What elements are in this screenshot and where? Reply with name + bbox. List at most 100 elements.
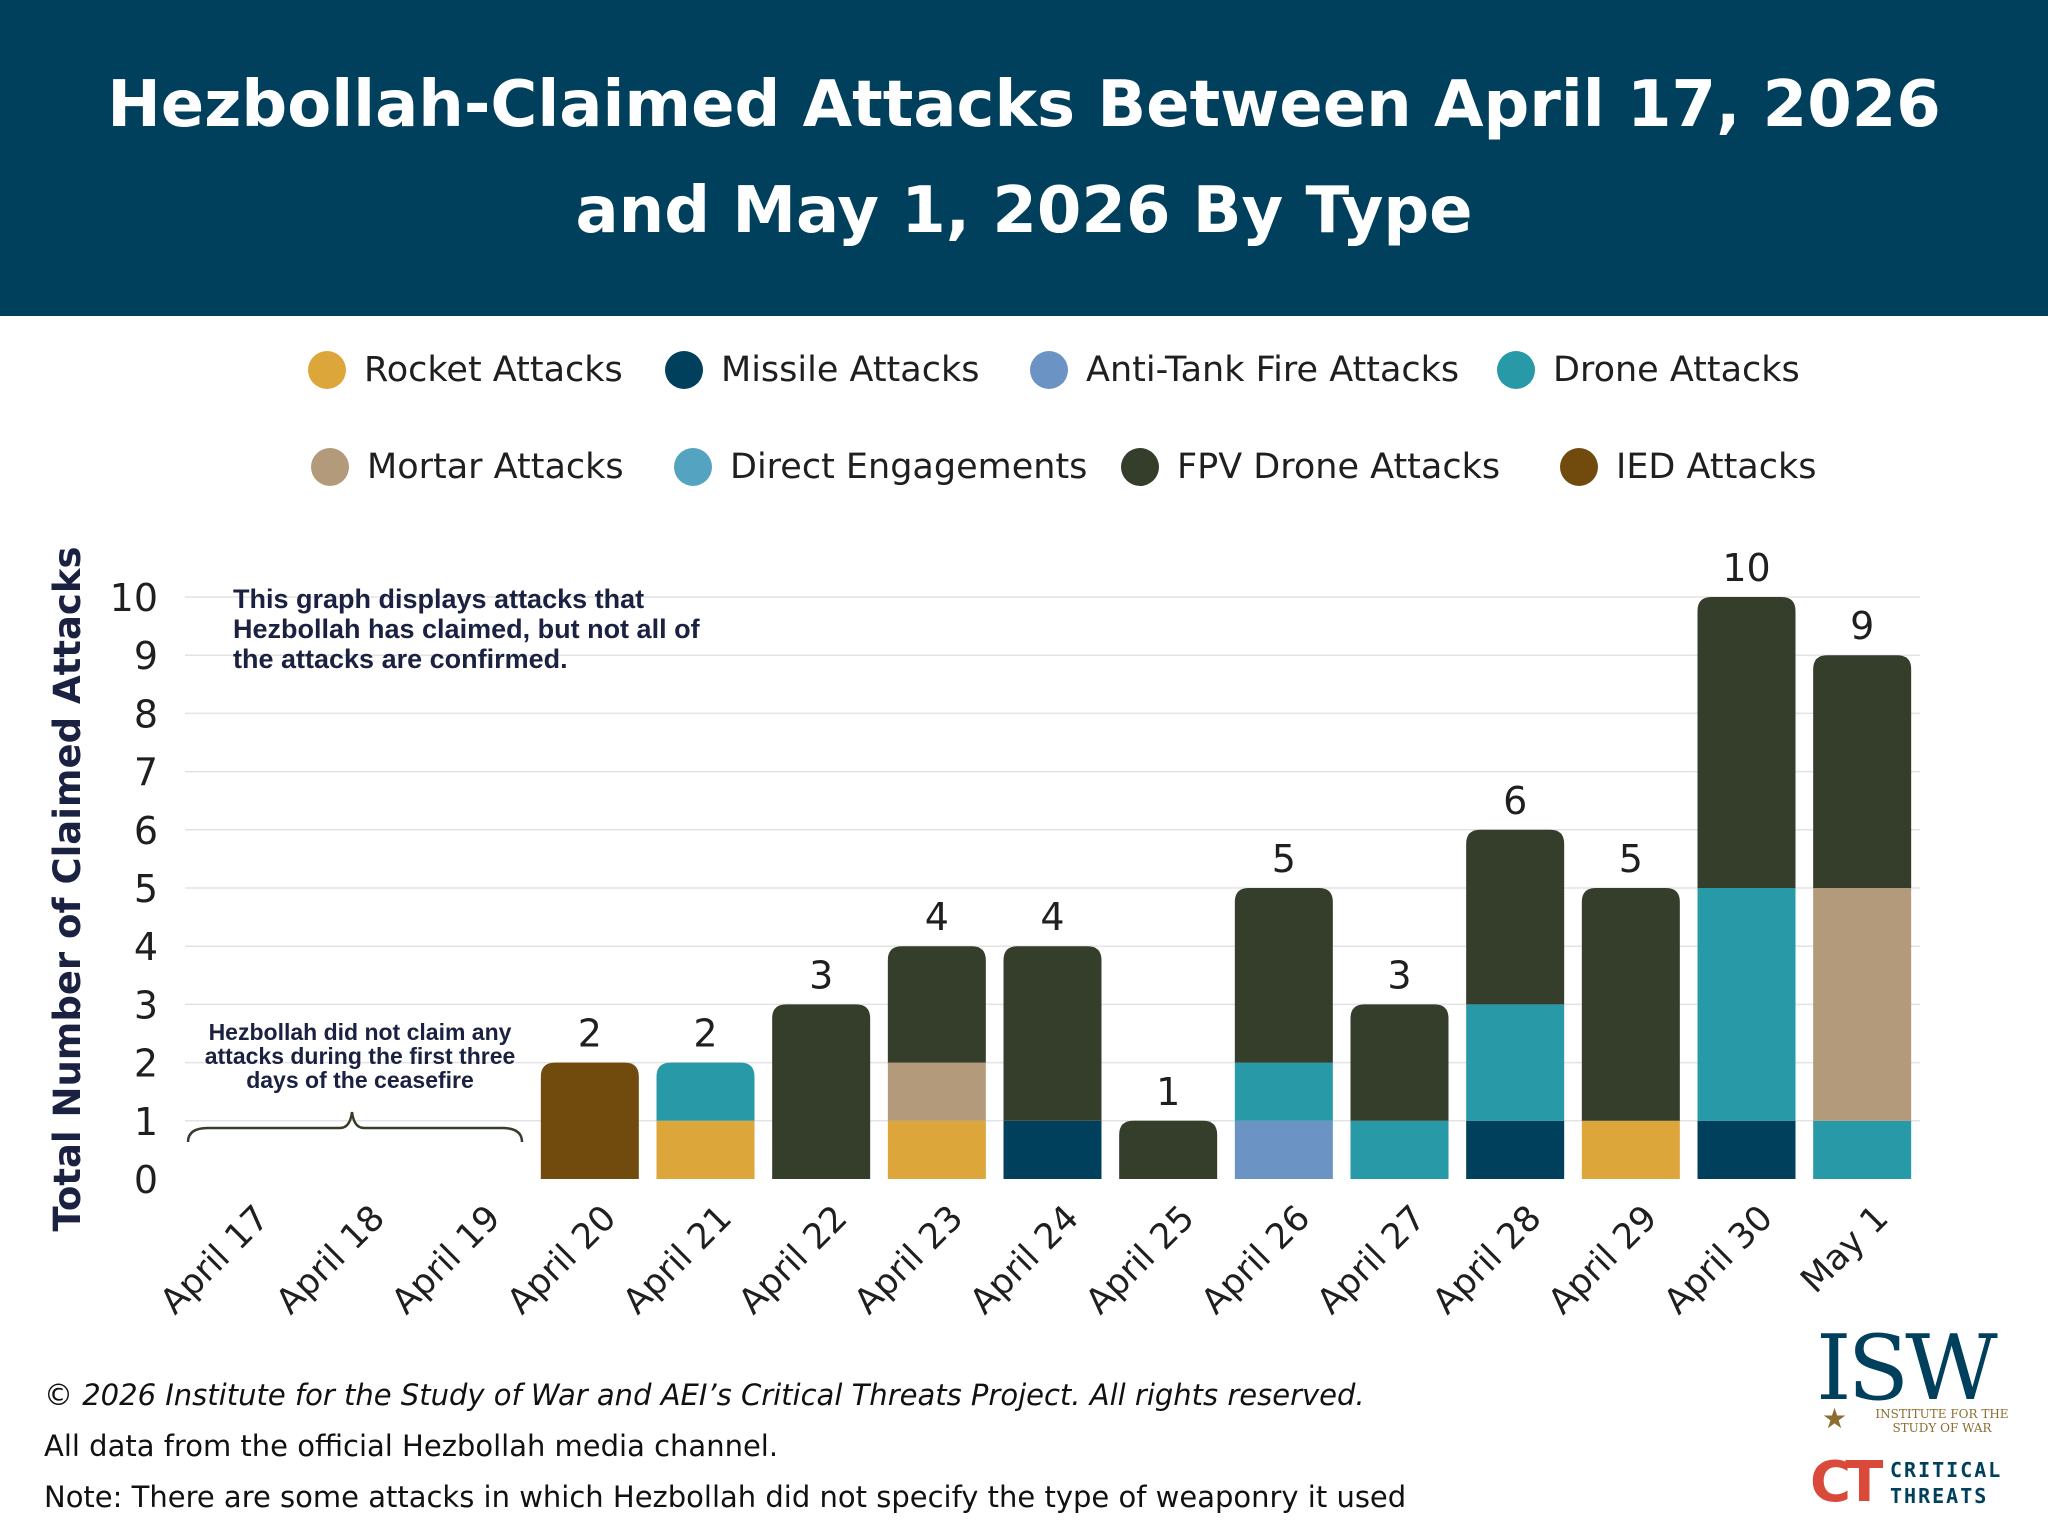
legend-item: Direct Engagements xyxy=(674,447,1087,487)
bar-segment xyxy=(1234,888,1333,1063)
bar-segment xyxy=(1581,888,1680,1121)
annotation-ceasefire: Hezbollah did not claim any attacks durin… xyxy=(205,1019,516,1093)
bar-total-label: 2 xyxy=(693,1012,717,1056)
bar-segment xyxy=(1581,1120,1680,1179)
bar-segment xyxy=(1119,1120,1218,1179)
brace-icon xyxy=(186,1111,524,1143)
bar-segment xyxy=(1466,829,1565,1005)
x-tick-label: April 17 xyxy=(153,1198,277,1322)
legend-swatch xyxy=(1497,351,1535,389)
legend-label: Drone Attacks xyxy=(1553,350,1800,390)
y-tick-label: 2 xyxy=(134,1042,158,1086)
y-axis-title: Total Number of Claimed Attacks xyxy=(46,547,89,1232)
logos: ISW ★ INSTITUTE FOR THE STUDY OF WAR CT … xyxy=(1810,1319,2025,1525)
legend-item: IED Attacks xyxy=(1560,447,1816,487)
x-tick-label: April 23 xyxy=(847,1198,971,1322)
bar-segment xyxy=(1234,1062,1333,1121)
bar-segment xyxy=(1234,1120,1333,1179)
x-tick-label: April 22 xyxy=(731,1198,855,1322)
y-tick-label: 3 xyxy=(134,983,158,1027)
isw-logo-letters: ISW xyxy=(1816,1316,1998,1421)
legend-swatch xyxy=(308,351,346,389)
legend-label: FPV Drone Attacks xyxy=(1177,447,1501,487)
legend-swatch xyxy=(311,448,349,486)
y-tick-label: 9 xyxy=(134,634,158,678)
isw-logo: ISW ★ INSTITUTE FOR THE STUDY OF WAR xyxy=(1810,1319,2025,1440)
bar-segment xyxy=(1697,597,1796,888)
bar-segment xyxy=(1350,1120,1449,1179)
bar-segment xyxy=(1813,888,1912,1121)
bar-segment xyxy=(1697,888,1796,1121)
x-tick-label: April 21 xyxy=(616,1198,740,1322)
x-tick-label: April 30 xyxy=(1657,1198,1781,1322)
legend-item: Rocket Attacks xyxy=(308,350,623,390)
chart: 0 1 2 3 4 5 6 7 8 9 10 Total Number of Claimed Atta… xyxy=(46,546,1920,1322)
ct-logo-text: CRITICAL THREATS xyxy=(1890,1458,2003,1508)
y-tick-label: 7 xyxy=(134,751,158,795)
legend-item: Missile Attacks xyxy=(665,350,979,390)
bar-segment xyxy=(1813,655,1912,888)
bar-segment xyxy=(887,946,986,1063)
bar-total-label: 3 xyxy=(1387,953,1411,997)
bar-segment xyxy=(772,1004,871,1179)
x-tick-label: April 29 xyxy=(1541,1198,1665,1322)
y-tick-label: 1 xyxy=(134,1100,158,1144)
x-tick-label: April 25 xyxy=(1078,1198,1202,1322)
bar-segment xyxy=(1350,1004,1449,1121)
x-tick-label: April 28 xyxy=(1425,1198,1549,1322)
annotation-note: This graph displays attacks that Hezbolla… xyxy=(233,584,701,674)
ct-logo-mark: CT xyxy=(1810,1450,1883,1515)
legend-label: Direct Engagements xyxy=(730,447,1088,487)
legend-item: Drone Attacks xyxy=(1497,350,1800,390)
x-tick-label: April 20 xyxy=(500,1198,624,1322)
bar-total-label: 9 xyxy=(1850,604,1874,648)
isw-logo-subtitle: INSTITUTE FOR THE STUDY OF WAR xyxy=(1875,1407,2009,1435)
y-tick-label: 4 xyxy=(134,925,158,969)
bar-segment xyxy=(656,1062,755,1121)
legend-swatch xyxy=(674,448,712,486)
footer: © 2026 Institute for the Study of War an… xyxy=(44,1370,1764,1523)
x-tick-label: April 24 xyxy=(963,1198,1087,1322)
legend-label: Anti-Tank Fire Attacks xyxy=(1086,350,1460,390)
chart-title: Hezbollah-Claimed Attacks Between April … xyxy=(107,68,1941,248)
header-banner: Hezbollah-Claimed Attacks Between April … xyxy=(0,0,2048,316)
bar-total-label: 1 xyxy=(1156,1070,1180,1114)
critical-threats-logo: CT CRITICAL THREATS xyxy=(1810,1453,2025,1523)
y-tick-label: 5 xyxy=(134,867,158,911)
bar-total-label: 5 xyxy=(1619,837,1643,881)
x-tick-label: April 27 xyxy=(1310,1198,1434,1322)
y-tick-label: 0 xyxy=(134,1158,158,1202)
legend-swatch xyxy=(1560,448,1598,486)
legend-item: Mortar Attacks xyxy=(311,447,624,487)
x-tick-label: May 1 xyxy=(1793,1198,1896,1301)
y-tick-label: 10 xyxy=(110,576,158,620)
bar-total-label: 6 xyxy=(1503,779,1527,823)
legend-swatch xyxy=(1030,351,1068,389)
legend-label: IED Attacks xyxy=(1616,447,1817,487)
x-tick-label: April 26 xyxy=(1194,1198,1318,1322)
y-tick-label: 6 xyxy=(134,809,158,853)
legend-label: Mortar Attacks xyxy=(367,447,624,487)
bar-segment xyxy=(1003,1120,1102,1179)
bar-total-label: 4 xyxy=(925,895,949,939)
legend-swatch xyxy=(1121,448,1159,486)
bar-segment xyxy=(540,1062,639,1179)
legend-item: FPV Drone Attacks xyxy=(1121,447,1500,487)
x-tick-label: April 19 xyxy=(384,1198,508,1322)
legend-item: Anti-Tank Fire Attacks xyxy=(1030,350,1459,390)
legend-swatch xyxy=(665,351,703,389)
bar-segment xyxy=(887,1120,986,1179)
y-tick-label: 8 xyxy=(134,692,158,736)
bar-segment xyxy=(1466,1120,1565,1179)
legend-label: Rocket Attacks xyxy=(364,350,623,390)
bar-total-label: 5 xyxy=(1272,837,1296,881)
bar-segment xyxy=(887,1062,986,1121)
bar-segment xyxy=(656,1120,755,1179)
bar-total-label: 2 xyxy=(578,1012,602,1056)
bar-segment xyxy=(1003,946,1102,1121)
note-text: Note: There are some attacks in which He… xyxy=(44,1480,1407,1514)
bar-segment xyxy=(1697,1120,1796,1179)
source-text: All data from the official Hezbollah med… xyxy=(44,1429,779,1463)
bar-total-label: 3 xyxy=(809,953,833,997)
bar-total-label: 4 xyxy=(1040,895,1064,939)
